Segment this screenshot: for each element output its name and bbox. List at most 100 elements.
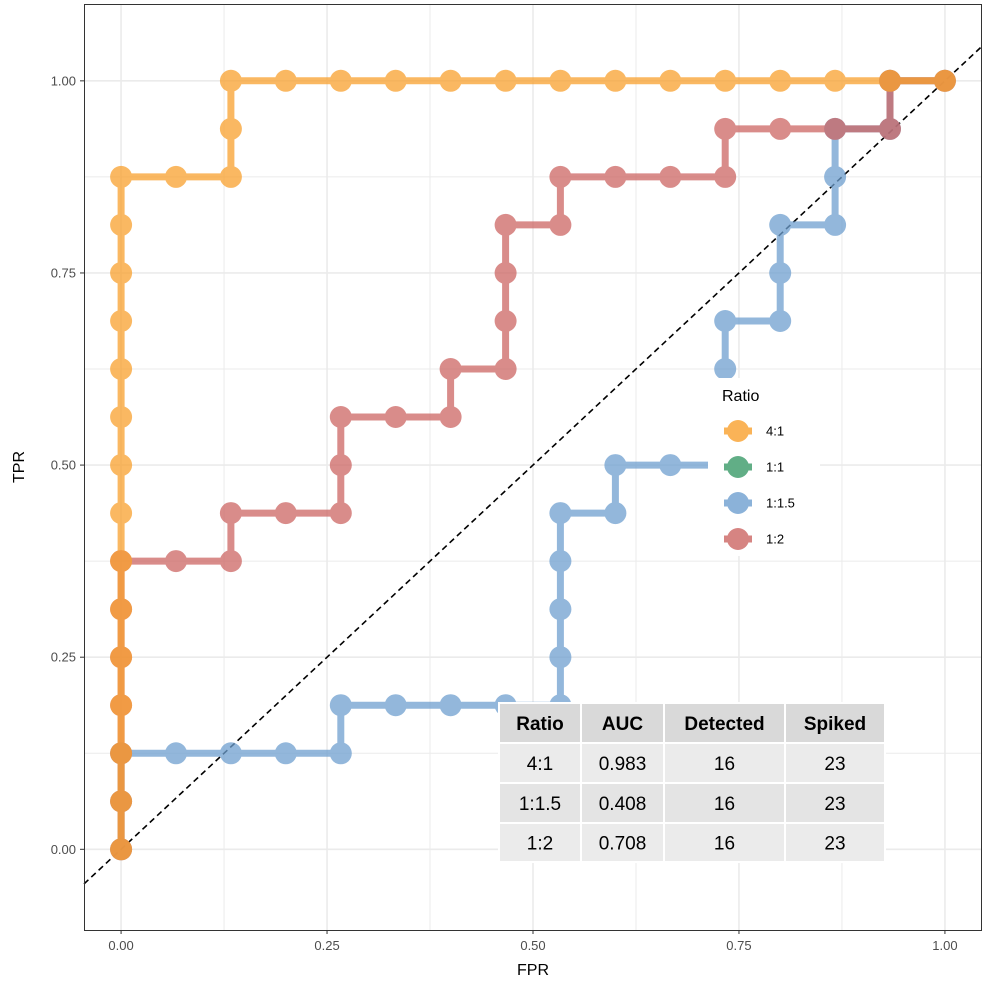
x-tick-label: 0.25 — [314, 938, 339, 953]
data-point — [549, 598, 572, 621]
series-layer — [110, 69, 956, 861]
y-tick-label: 0.25 — [51, 650, 76, 665]
data-point — [110, 310, 133, 332]
table-cell — [580, 822, 665, 863]
data-point — [110, 213, 133, 236]
data-point — [604, 454, 627, 477]
data-point — [494, 213, 517, 236]
legend-key-point — [727, 492, 749, 514]
data-point — [769, 213, 792, 236]
data-point — [110, 550, 133, 573]
data-point — [659, 165, 682, 188]
table-cell-text: 0.708 — [599, 834, 647, 855]
x-tick-label: 0.50 — [520, 938, 545, 953]
legend-key-1:1.5 — [724, 492, 752, 514]
table-cell — [784, 782, 886, 824]
data-point — [494, 69, 517, 92]
table-cell-text: 16 — [714, 754, 735, 775]
data-point — [110, 838, 133, 861]
data-point — [549, 646, 572, 669]
data-point — [110, 406, 133, 428]
data-point — [824, 117, 847, 140]
table-header-cell — [498, 702, 582, 744]
data-point — [110, 790, 133, 813]
x-tick-label: 0.75 — [726, 938, 751, 953]
data-point — [439, 694, 462, 717]
legend-label: 1:1 — [766, 460, 784, 475]
data-point — [714, 358, 737, 380]
data-point — [329, 502, 352, 525]
data-point — [659, 454, 682, 477]
table-cell-text: 4:1 — [527, 754, 553, 775]
data-point — [714, 69, 737, 92]
table-cell-text: 16 — [714, 834, 735, 855]
table-cell-text: 23 — [824, 794, 845, 815]
table-cell-text: 23 — [824, 834, 845, 855]
data-point — [439, 358, 462, 380]
table-cell — [663, 742, 786, 784]
data-point — [769, 117, 792, 140]
legend-key-1:2 — [724, 528, 752, 550]
data-point — [879, 69, 901, 92]
data-point — [384, 694, 407, 717]
data-point — [494, 310, 517, 332]
x-tick-label: 0.00 — [108, 938, 133, 953]
data-point — [329, 742, 352, 765]
data-point — [219, 502, 242, 525]
data-point — [165, 165, 187, 188]
x-axis-title: FPR — [517, 962, 549, 979]
table-cell — [580, 782, 665, 824]
data-point — [329, 454, 352, 477]
legend-key-point — [727, 456, 749, 478]
table-cell — [784, 742, 886, 784]
legend-key-point — [727, 528, 749, 550]
legend-key-point — [727, 420, 749, 442]
data-point — [494, 358, 517, 380]
table-cell-text: 0.408 — [599, 794, 647, 815]
data-point — [110, 358, 133, 380]
data-point — [274, 742, 297, 765]
data-point — [219, 742, 242, 765]
data-point — [549, 502, 572, 525]
legend-label: 1:2 — [766, 532, 784, 547]
legend: Ratio 4:1 1:1 1:1.5 1:2 — [708, 378, 820, 556]
x-axis-ticks: 0.00 0.25 0.50 0.75 1.00 — [108, 930, 958, 953]
data-point — [384, 406, 407, 428]
data-point — [769, 310, 792, 332]
table-cell-text: 1:1.5 — [519, 794, 561, 815]
table-cell-text: 1:2 — [527, 834, 553, 855]
data-point — [219, 69, 242, 92]
table-header-cell — [784, 702, 886, 744]
data-point — [494, 262, 517, 284]
table-cell — [784, 822, 886, 863]
summary-table: Ratio AUC Detected Spiked 4:1 0.983 16 23 1:1.5 0… — [498, 702, 886, 863]
data-point — [604, 165, 627, 188]
data-point — [219, 165, 242, 188]
data-point — [659, 69, 682, 92]
data-point — [219, 117, 242, 140]
table-header-text: Detected — [684, 714, 764, 735]
data-point — [110, 694, 133, 717]
data-point — [824, 165, 847, 188]
data-point — [384, 69, 407, 92]
y-axis-ticks: 0.00 0.25 0.50 0.75 1.00 — [51, 73, 84, 857]
series-4:1 — [110, 69, 956, 861]
table-header-text: Ratio — [516, 714, 564, 735]
data-point — [769, 262, 792, 284]
x-tick-label: 1.00 — [932, 938, 957, 953]
data-point — [549, 213, 572, 236]
data-point — [549, 69, 572, 92]
data-point — [329, 406, 352, 428]
data-point — [604, 502, 627, 525]
y-axis-title: TPR — [11, 451, 28, 483]
data-point — [110, 742, 133, 765]
legend-label: 4:1 — [766, 424, 784, 439]
data-point — [329, 69, 352, 92]
data-point — [439, 406, 462, 428]
data-point — [110, 165, 133, 188]
data-point — [110, 454, 133, 477]
data-point — [110, 598, 133, 621]
y-tick-label: 0.75 — [51, 265, 76, 280]
table-cell — [580, 742, 665, 784]
